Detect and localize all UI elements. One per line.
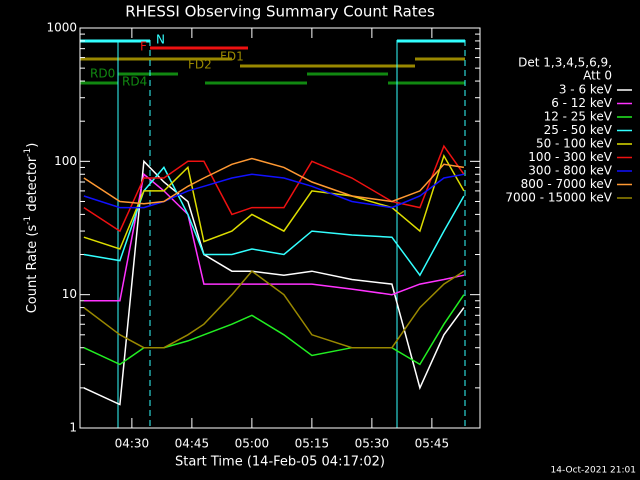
legend-label: 3 - 6 keV xyxy=(559,83,613,97)
legend-label: 7000 - 15000 keV xyxy=(505,191,612,205)
flag-bars xyxy=(80,39,465,85)
series-line xyxy=(83,157,465,205)
plot-frame xyxy=(79,27,481,429)
series-line xyxy=(83,172,465,302)
y-tick-label: 10 xyxy=(62,287,77,301)
series-line xyxy=(83,270,465,349)
flag-label: F xyxy=(140,40,147,54)
series-line xyxy=(83,294,465,366)
boundary-lines xyxy=(117,40,466,428)
x-tick-label: 05:00 xyxy=(235,437,270,451)
x-tick-label: 04:30 xyxy=(115,437,150,451)
legend-label: 50 - 100 keV xyxy=(536,137,613,151)
footer: 14-Oct-2021 21:01 xyxy=(551,466,636,476)
chart-title: RHESSI Observing Summary Count Rates xyxy=(125,3,435,21)
legend-label: 25 - 50 keV xyxy=(544,123,613,137)
flag-label: FD1 xyxy=(220,50,244,64)
y-axis-label: Count Rate (s-1 detector-1) xyxy=(23,143,40,314)
flag-label: N xyxy=(156,33,165,47)
flag-label: FD2 xyxy=(188,58,212,72)
flag-label: RD0 xyxy=(90,67,115,81)
legend-title: Att 0 xyxy=(583,69,612,83)
series-line xyxy=(83,173,465,209)
x-tick-label: 04:45 xyxy=(175,437,210,451)
legend-label: 6 - 12 keV xyxy=(551,96,613,110)
legend-label: 800 - 7000 keV xyxy=(521,177,613,191)
legend-label: 100 - 300 keV xyxy=(528,150,612,164)
x-tick-label: 05:45 xyxy=(415,437,450,451)
y-tick-label: 1 xyxy=(69,421,77,435)
y-tick-label: 100 xyxy=(54,154,77,168)
y-tick-label: 1000 xyxy=(46,21,77,35)
legend-label: 300 - 800 keV xyxy=(528,164,612,178)
x-tick-label: 05:30 xyxy=(355,437,390,451)
flag-label: RD4 xyxy=(122,75,147,89)
series-line xyxy=(83,166,465,277)
series-line xyxy=(83,144,465,233)
flag-labels: N F FD1 FD2 RD0 RD4 xyxy=(90,33,244,89)
legend-label: 12 - 25 keV xyxy=(544,110,613,124)
series-line xyxy=(83,153,465,250)
legend-title: Det 1,3,4,5,6,9, xyxy=(518,56,612,70)
x-axis-label: Start Time (14-Feb-05 04:17:02) xyxy=(175,455,385,470)
x-tick-label: 05:15 xyxy=(295,437,330,451)
